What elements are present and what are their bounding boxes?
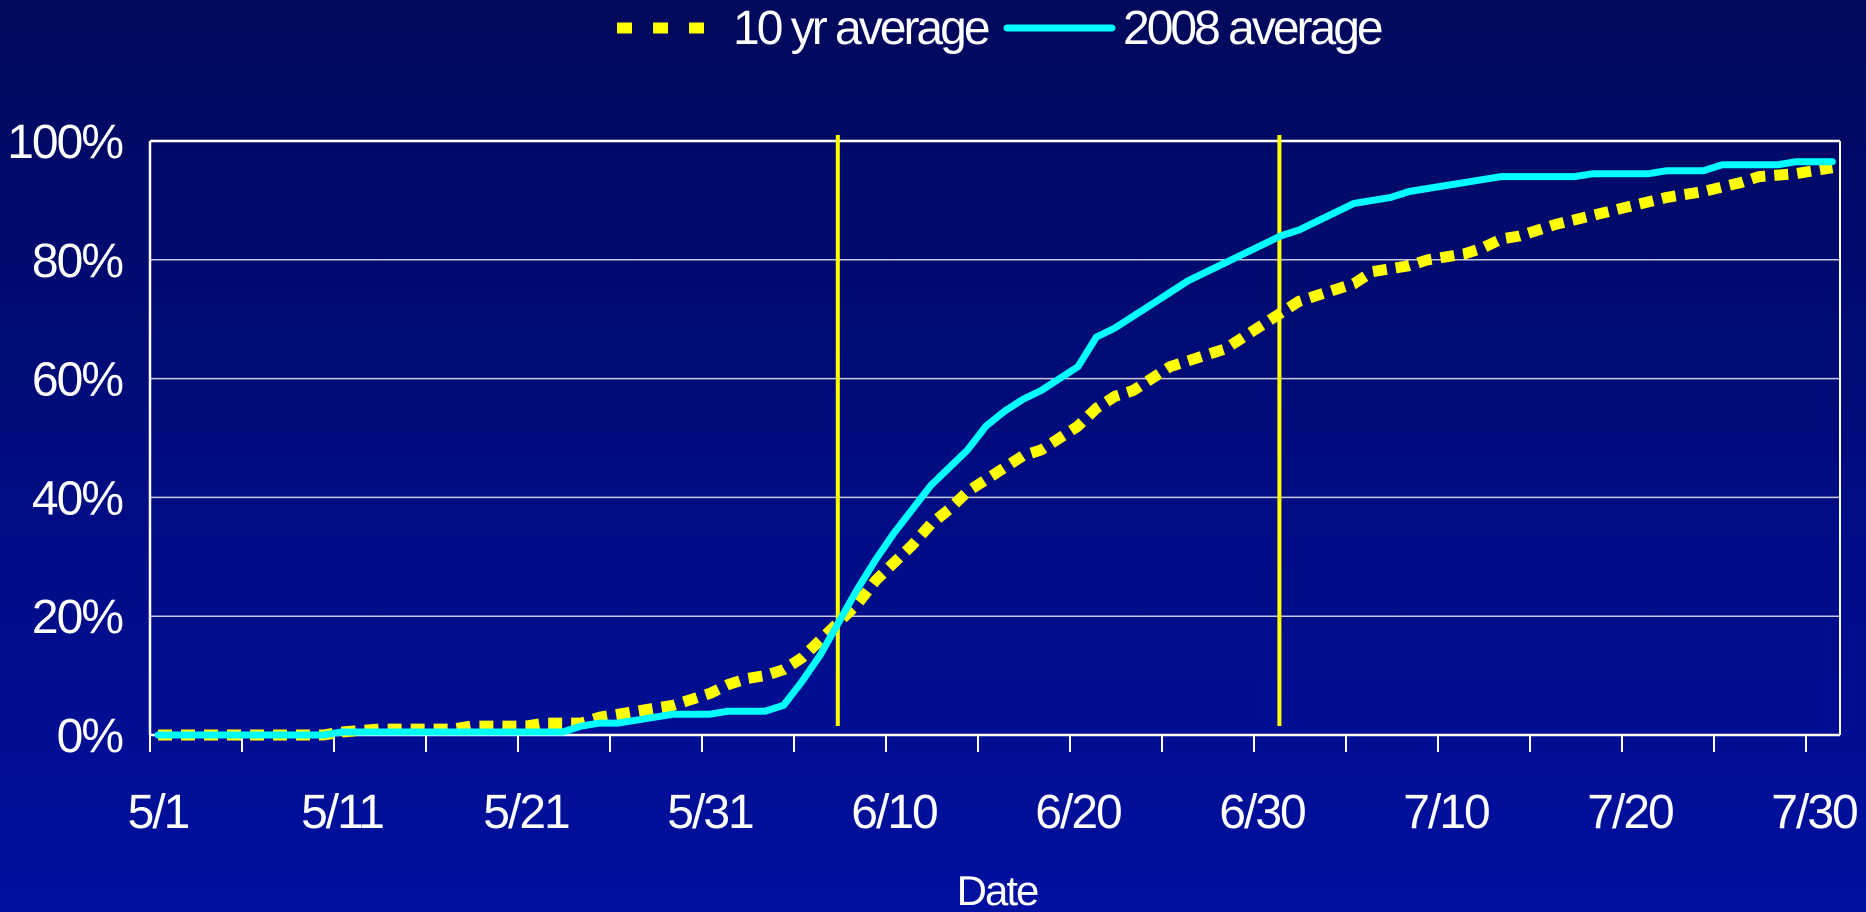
y-gridlines — [150, 140, 1840, 617]
y-tick-label: 80% — [32, 235, 122, 288]
axes — [148, 139, 1841, 737]
y-axis-tick-labels: 0% 20% 40% 60% 80% 100% — [7, 116, 124, 763]
x-tick-label: 5/31 — [667, 786, 753, 839]
reference-lines — [835, 135, 1282, 726]
y-tick-label: 40% — [32, 472, 122, 525]
series-lines — [154, 158, 1836, 741]
x-tick-label: 5/21 — [483, 786, 569, 839]
y-tick-label: 60% — [32, 354, 122, 407]
legend-label: 2008 average — [1123, 2, 1382, 55]
series-line-2008-average — [154, 158, 1836, 739]
x-tick-label: 6/20 — [1035, 786, 1121, 839]
x-tick-label: 6/10 — [851, 786, 937, 839]
x-tick-label: 5/1 — [128, 786, 189, 839]
y-tick-label: 20% — [32, 591, 122, 644]
x-tick-label: 7/10 — [1403, 786, 1489, 839]
x-axis-ticks — [149, 735, 1807, 752]
x-tick-label: 7/20 — [1587, 786, 1673, 839]
x-tick-label: 7/30 — [1771, 786, 1857, 839]
series-line-10-yr-average — [158, 162, 1834, 741]
legend-label: 10 yr average — [733, 2, 989, 55]
x-axis-title: Date — [957, 867, 1038, 912]
y-tick-label: 0% — [57, 710, 123, 763]
y-tick-label: 100% — [7, 116, 122, 169]
x-tick-label: 6/30 — [1219, 786, 1305, 839]
x-tick-label: 5/11 — [301, 786, 383, 839]
legend: 10 yr average 2008 average — [617, 2, 1385, 55]
x-axis-tick-labels: 5/1 5/11 5/21 5/31 6/10 6/20 6/30 7/10 7/20 7/30 — [128, 786, 1859, 839]
